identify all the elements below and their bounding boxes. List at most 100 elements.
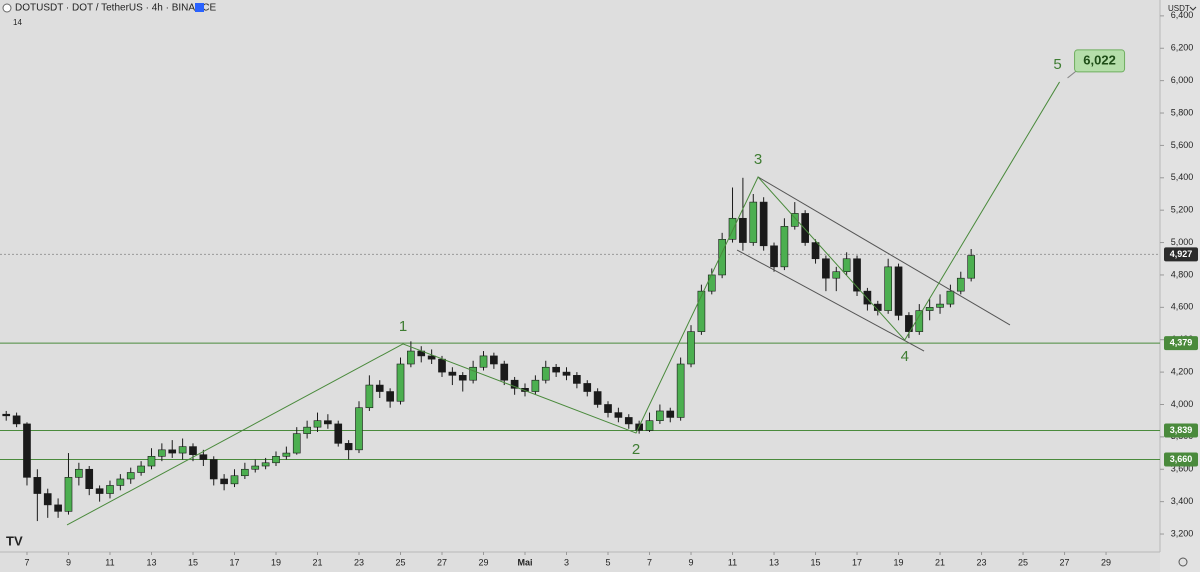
level-tag — [1164, 336, 1198, 351]
candle-body — [178, 446, 187, 454]
x-tick-label: 5 — [606, 557, 611, 567]
candle-body — [396, 363, 405, 402]
candle-body — [822, 258, 830, 279]
currency-dropdown[interactable] — [1189, 6, 1197, 11]
candle-body — [946, 290, 955, 305]
price-axis — [1160, 0, 1200, 572]
candle-body — [458, 375, 467, 381]
wave-label: 1 — [399, 318, 407, 335]
candle-body — [666, 410, 675, 418]
x-tick-label: 3 — [564, 557, 569, 567]
wave-line — [66, 81, 1060, 526]
x-tick-label: 27 — [1060, 557, 1070, 567]
x-tick-label: 17 — [229, 557, 239, 567]
candle-body — [894, 266, 903, 316]
candle-body — [448, 371, 457, 376]
level-tag — [1164, 452, 1198, 467]
candle-body — [905, 315, 913, 332]
level-label: 4,379 — [1170, 337, 1193, 347]
candle-body — [842, 258, 851, 273]
flag-icon — [195, 3, 204, 12]
channel-line — [757, 176, 1011, 326]
candle-body — [676, 363, 685, 418]
level-label: 3,660 — [1170, 454, 1193, 464]
y-tick-label: 3,600 — [1171, 464, 1194, 474]
x-tick-label: 11 — [728, 557, 737, 567]
candle-body — [33, 477, 42, 494]
candle-body — [790, 213, 799, 227]
candle-body — [75, 468, 83, 478]
candle-body — [64, 477, 73, 512]
candle-body — [230, 475, 239, 485]
candle-body — [956, 277, 965, 292]
candle-body — [739, 217, 747, 243]
candle-body — [375, 384, 384, 392]
candle-body — [863, 290, 872, 305]
symbol-icon — [2, 3, 12, 13]
candle-body — [303, 426, 311, 434]
last-price-tag — [1164, 247, 1198, 262]
y-tick-label: 5,800 — [1171, 107, 1194, 117]
candle-body — [552, 366, 560, 373]
candle-body — [220, 478, 228, 485]
x-tick-label: 19 — [271, 557, 281, 567]
x-tick-label: 21 — [935, 557, 945, 567]
y-tick-label: 5,600 — [1171, 140, 1194, 150]
x-tick-label: 7 — [24, 557, 29, 567]
y-tick-label: 5,000 — [1171, 237, 1194, 247]
candle-body — [780, 226, 789, 268]
candle-body — [925, 307, 934, 311]
x-tick-label: 21 — [312, 557, 322, 567]
y-tick-label: 6,200 — [1171, 43, 1194, 53]
settings-icon[interactable] — [1178, 557, 1188, 567]
candle-body — [604, 404, 612, 413]
candle-body — [189, 446, 197, 455]
candle-body — [427, 355, 436, 360]
candle-body — [884, 266, 892, 311]
wave-label: 3 — [754, 151, 762, 168]
candle-body — [126, 472, 135, 480]
x-tick-label: 19 — [894, 557, 904, 567]
candle-body — [116, 478, 125, 486]
candle-body — [645, 420, 654, 431]
candle-body — [272, 456, 280, 464]
x-tick-label: 9 — [66, 557, 71, 567]
candle-body — [936, 303, 944, 308]
y-tick-label: 6,000 — [1171, 75, 1194, 85]
y-tick-label: 4,800 — [1171, 269, 1194, 279]
x-tick-label: 9 — [689, 557, 694, 567]
candle-body — [583, 383, 592, 392]
x-tick-label: 13 — [769, 557, 779, 567]
candle-body — [718, 239, 726, 276]
y-tick-label: 5,400 — [1171, 172, 1194, 182]
chart-title: DOTUSDT · DOT / TetherUS · 4h · BINANCE — [15, 3, 216, 14]
x-tick-label: 25 — [1018, 557, 1028, 567]
candle-body — [168, 449, 177, 454]
x-tick-label: Mai — [518, 557, 533, 567]
candle-body — [811, 242, 820, 260]
candle-body — [500, 363, 509, 381]
candle-body — [801, 213, 809, 243]
y-tick-label: 4,200 — [1171, 366, 1194, 376]
candle-body — [85, 468, 94, 489]
candle-body — [199, 454, 208, 460]
candle-body — [614, 412, 623, 418]
x-tick-label: 27 — [437, 557, 447, 567]
candle-body — [344, 443, 353, 451]
x-tick-label: 29 — [1101, 557, 1111, 567]
candle-body — [251, 465, 260, 470]
candle-body — [759, 201, 768, 247]
candle-body — [282, 452, 291, 457]
last-price-label: 4,927 — [1170, 249, 1193, 259]
candle-body — [158, 449, 166, 457]
candle-body — [137, 465, 145, 473]
candle-body — [707, 274, 716, 292]
logo: TV — [6, 533, 23, 548]
candle-body — [95, 488, 104, 494]
x-tick-label: 15 — [188, 557, 198, 567]
candle-body — [541, 366, 550, 381]
x-tick-label: 7 — [647, 557, 652, 567]
candle-body — [656, 410, 664, 421]
currency-label[interactable]: USDT — [1168, 4, 1190, 13]
channel-line — [736, 249, 925, 352]
